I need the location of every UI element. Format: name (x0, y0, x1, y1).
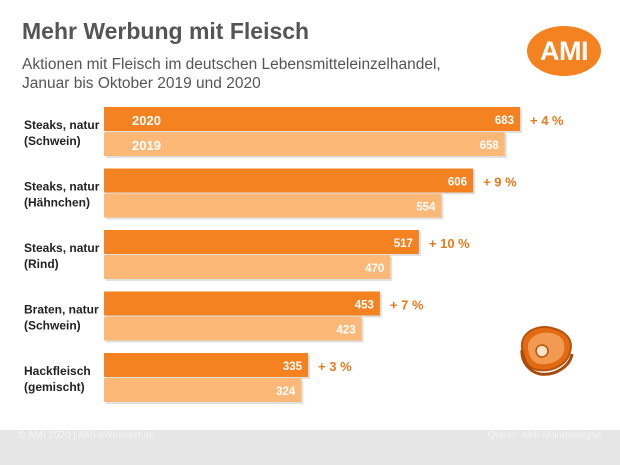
legend-label-2020: 2020 (132, 113, 161, 128)
legend-label-2019: 2019 (132, 138, 161, 153)
bar-2019 (104, 255, 391, 279)
bar-2020 (104, 107, 520, 131)
bar-2020 (104, 291, 380, 316)
data-label-2019: 554 (416, 202, 436, 214)
data-label-2020: 517 (394, 238, 413, 250)
data-label-2019: 324 (276, 386, 296, 398)
data-label-2019: 658 (480, 140, 500, 152)
bar-2019 (104, 378, 302, 402)
bar-2020 (104, 353, 309, 377)
change-label: + 4 % (530, 113, 564, 128)
bar-2020 (104, 168, 474, 193)
bar-2019 (104, 193, 442, 218)
category-label-line1: Steaks, natur (24, 241, 100, 255)
data-label-2020: 683 (495, 115, 514, 127)
steak-icon (520, 326, 574, 376)
ami-logo: AMI (527, 26, 601, 76)
change-label: + 10 % (429, 236, 470, 251)
footer-source: Quelle: AMI-Marktanalyse (487, 430, 603, 441)
category-label-line2: (gemischt) (24, 380, 85, 394)
data-label-2020: 453 (355, 300, 374, 312)
category-label-line2: (Rind) (24, 257, 59, 271)
data-label-2019: 423 (336, 325, 355, 337)
bar-2019 (104, 132, 505, 156)
bar-chart: Steaks, natur (Schwein) 683 2020 658 2019 + 4 … (24, 107, 564, 404)
bar-2020 (104, 230, 419, 254)
category-label-line1: Steaks, natur (24, 118, 100, 132)
ami-logo-text: AMI (540, 35, 589, 66)
category-label-line2: (Schwein) (24, 134, 81, 148)
chart-subtitle: Aktionen mit Fleisch im deutschen Lebens… (22, 56, 441, 92)
category-label-line1: Braten, natur (24, 303, 99, 317)
bar-2019 (104, 316, 362, 341)
chart-title: Mehr Werbung mit Fleisch (22, 18, 310, 44)
category-label-line2: (Hähnchen) (24, 196, 90, 210)
category-label-line1: Steaks, natur (24, 180, 100, 194)
change-label: + 9 % (483, 175, 517, 190)
change-label: + 3 % (318, 359, 352, 374)
footer-copyright: © AMI 2020 | AMI-informiert.de (18, 430, 155, 441)
data-label-2019: 470 (365, 263, 384, 275)
category-label-line2: (Schwein) (24, 319, 81, 333)
category-label-line1: Hackfleisch (24, 364, 91, 378)
data-label-2020: 606 (448, 177, 467, 189)
data-label-2020: 335 (283, 361, 303, 373)
change-label: + 7 % (390, 298, 424, 313)
footer-bar: © AMI 2020 | AMI-informiert.de Quelle: A… (0, 430, 620, 465)
